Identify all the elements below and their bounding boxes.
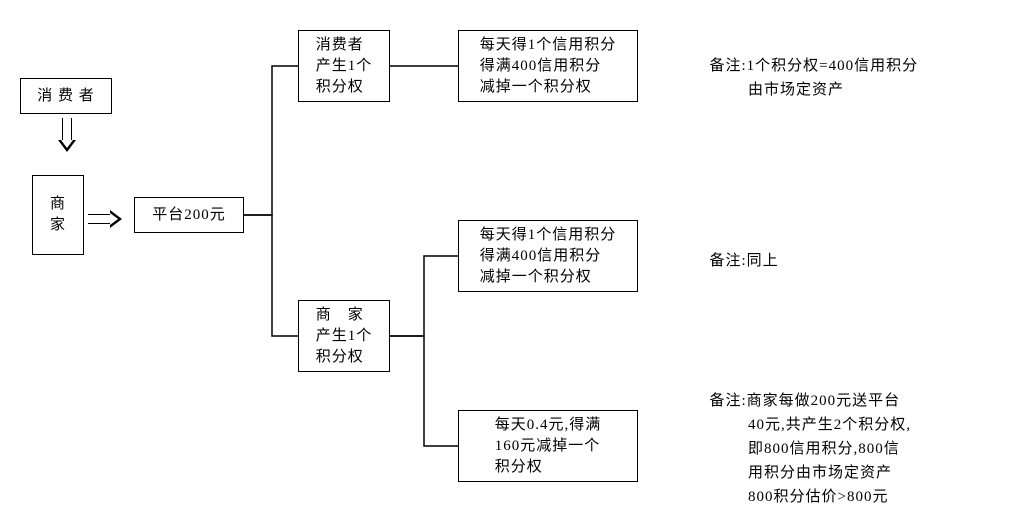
node-consumer-label: 消 费 者 [37,86,95,107]
node-merchant-label: 商 家 [50,194,66,236]
node-merchant-point-label: 商 家 产生1个 积分权 [316,305,373,368]
node-rule-a: 每天得1个信用积分 得满400信用积分 减掉一个积分权 [458,30,638,102]
node-rule-a-label: 每天得1个信用积分 得满400信用积分 减掉一个积分权 [480,35,617,98]
node-rule-c-label: 每天0.4元,得满 160元减掉一个 积分权 [495,415,602,478]
note-2: 备注:同上 [700,225,779,273]
node-rule-b: 每天得1个信用积分 得满400信用积分 减掉一个积分权 [458,220,638,292]
note-3: 备注:商家每做200元送平台 40元,共产生2个积分权, 即800信用积分,80… [700,365,911,509]
node-merchant: 商 家 [32,175,84,255]
note-1-text: 备注:1个积分权=400信用积分 由市场定资产 [700,58,918,98]
node-consumer: 消 费 者 [20,78,112,114]
node-merchant-point: 商 家 产生1个 积分权 [298,300,390,372]
node-consumer-point-label: 消费者 产生1个 积分权 [316,35,373,98]
note-1: 备注:1个积分权=400信用积分 由市场定资产 [700,30,918,102]
node-rule-c: 每天0.4元,得满 160元减掉一个 积分权 [458,410,638,482]
arrow-down-icon [58,118,76,152]
arrow-right-icon [88,210,122,228]
node-platform-label: 平台200元 [152,205,226,226]
node-rule-b-label: 每天得1个信用积分 得满400信用积分 减掉一个积分权 [480,225,617,288]
note-3-text: 备注:商家每做200元送平台 40元,共产生2个积分权, 即800信用积分,80… [700,393,911,505]
node-consumer-point: 消费者 产生1个 积分权 [298,30,390,102]
note-2-text: 备注:同上 [710,253,779,269]
node-platform: 平台200元 [134,197,244,233]
